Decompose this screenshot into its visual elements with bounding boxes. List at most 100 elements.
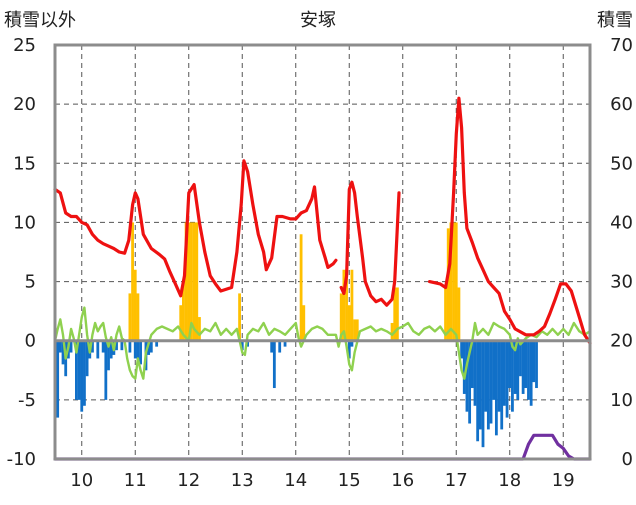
bar-orange: [187, 222, 191, 341]
bar-blue: [519, 340, 522, 377]
series-line-green: [53, 306, 592, 380]
bar-blue: [240, 340, 244, 351]
bar-blue: [500, 340, 504, 430]
bar-blue: [85, 340, 89, 377]
bar-blue: [109, 340, 113, 359]
x-tick-label: 13: [231, 470, 254, 491]
right-axis-label: 積雪: [597, 10, 633, 31]
bar-orange: [342, 269, 346, 341]
left-tick-label: 15: [13, 153, 36, 174]
bar-orange: [390, 322, 394, 341]
bar-blue: [481, 340, 485, 448]
bar-blue: [149, 340, 153, 353]
bar-blue: [347, 340, 351, 359]
series-line-red: [53, 159, 338, 298]
bar-blue: [508, 340, 512, 389]
bar-orange: [131, 222, 134, 341]
bar-orange: [136, 293, 140, 341]
left-axis-label: 積雪以外: [4, 10, 76, 31]
bar-orange: [184, 222, 188, 341]
bar-blue: [505, 340, 509, 418]
left-tick-label: 25: [13, 35, 36, 56]
right-tick-label: 70: [610, 35, 633, 56]
left-tick-label: 5: [25, 272, 36, 293]
bar-orange: [128, 293, 132, 341]
bar-blue: [61, 340, 65, 365]
bar-blue: [524, 340, 528, 389]
bar-blue: [535, 340, 538, 389]
right-tick-label: 50: [610, 153, 633, 174]
bar-blue: [83, 340, 86, 406]
bar-blue: [272, 340, 276, 389]
frame-layer: [53, 43, 592, 461]
bar-blue: [69, 340, 73, 353]
bar-blue: [513, 340, 517, 394]
bar-blue: [473, 340, 477, 406]
tick-layer: -10 -5 0 5 10 15 20 25 0 10 20 30 40 50 60 70 10 11 12 13 14…: [7, 35, 633, 491]
bar-blue: [492, 340, 496, 400]
bar-orange: [198, 317, 201, 341]
x-tick-label: 11: [124, 470, 147, 491]
bar-orange: [446, 228, 450, 341]
bar-orange: [192, 222, 196, 341]
right-tick-label: 10: [610, 390, 633, 411]
bar-blue: [497, 340, 501, 412]
bar-orange: [339, 293, 343, 341]
bar-blue: [75, 340, 78, 400]
left-tick-label: -10: [7, 449, 36, 470]
bar-blue: [96, 340, 100, 359]
bar-orange: [353, 319, 356, 341]
bar-blue: [521, 340, 525, 394]
x-tick-label: 19: [552, 470, 575, 491]
bar-blue: [511, 340, 514, 412]
bar-orange: [444, 287, 447, 341]
bar-orange: [302, 305, 306, 341]
bar-orange: [299, 234, 303, 341]
bar-blue: [532, 340, 536, 383]
bar-orange: [347, 305, 351, 341]
x-tick-label: 12: [177, 470, 200, 491]
x-tick-label: 18: [498, 470, 521, 491]
bar-blue: [478, 340, 482, 430]
bar-orange: [179, 305, 183, 341]
bar-blue: [527, 340, 530, 400]
bar-blue: [136, 340, 140, 365]
bar-blue: [283, 340, 287, 347]
x-tick-label: 10: [70, 470, 93, 491]
bar-blue: [494, 340, 498, 436]
bar-blue: [516, 340, 520, 400]
left-tick-label: 10: [13, 212, 36, 233]
bar-orange: [396, 287, 399, 341]
series-line-red: [339, 180, 401, 307]
bar-orange: [350, 269, 354, 341]
bar-blue: [120, 340, 124, 351]
x-tick-label: 16: [391, 470, 414, 491]
left-tick-label: 0: [25, 331, 36, 352]
bar-orange: [195, 222, 199, 341]
left-tick-label: 20: [13, 94, 36, 115]
plot-frame: [53, 43, 592, 461]
right-tick-label: 40: [610, 212, 633, 233]
bar-blue: [465, 340, 469, 412]
bar-blue: [468, 340, 472, 424]
bar-orange: [190, 222, 193, 341]
bar-blue: [107, 340, 110, 371]
bar-blue: [77, 340, 81, 400]
bar-blue: [470, 340, 474, 389]
bar-blue: [484, 340, 488, 412]
bar-blue: [462, 340, 466, 394]
x-tick-label: 14: [284, 470, 307, 491]
bar-orange: [238, 293, 241, 341]
bar-blue: [460, 340, 463, 359]
bar-blue: [91, 340, 94, 353]
bar-orange: [355, 319, 359, 341]
right-tick-label: 0: [622, 449, 633, 470]
bar-blue: [476, 340, 480, 442]
bar-blue: [104, 340, 108, 400]
bar-blue: [486, 340, 490, 430]
bar-blue: [489, 340, 493, 424]
bar-blue: [56, 340, 60, 418]
bar-blue: [155, 340, 159, 347]
